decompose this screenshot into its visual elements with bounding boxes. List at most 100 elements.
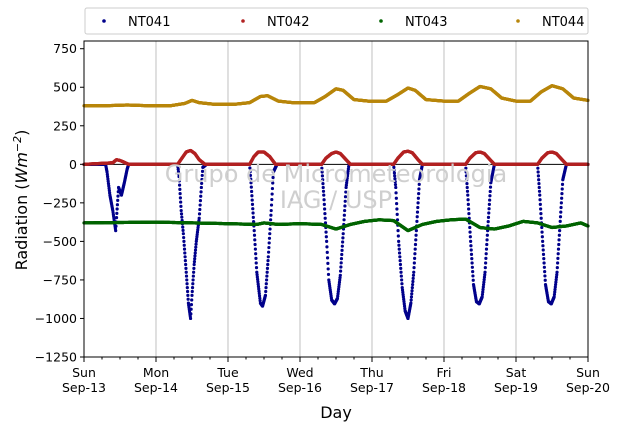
data-point bbox=[270, 192, 274, 196]
data-point bbox=[249, 181, 253, 185]
data-point bbox=[341, 232, 345, 236]
data-point bbox=[341, 240, 345, 244]
data-point bbox=[541, 244, 545, 248]
data-point bbox=[466, 193, 470, 197]
data-point bbox=[555, 266, 559, 270]
data-point bbox=[393, 177, 397, 181]
data-point bbox=[399, 274, 403, 278]
data-point bbox=[536, 170, 540, 174]
data-point bbox=[537, 178, 541, 182]
data-point bbox=[464, 170, 468, 174]
data-point bbox=[412, 266, 416, 270]
data-point bbox=[193, 257, 197, 261]
data-point bbox=[264, 282, 268, 286]
data-point bbox=[115, 211, 119, 215]
data-point bbox=[264, 286, 268, 290]
data-point bbox=[557, 233, 561, 237]
data-point bbox=[413, 242, 418, 247]
legend-label-NT042: NT042 bbox=[267, 15, 309, 30]
data-point bbox=[326, 261, 330, 266]
data-point bbox=[469, 244, 473, 248]
data-point bbox=[199, 190, 203, 194]
data-point bbox=[177, 183, 182, 187]
data-point bbox=[543, 278, 547, 282]
data-point bbox=[468, 230, 472, 234]
legend-marker-NT044 bbox=[516, 19, 520, 23]
data-point bbox=[486, 215, 491, 219]
data-point bbox=[177, 175, 181, 179]
data-point bbox=[269, 208, 273, 213]
data-point bbox=[253, 238, 257, 242]
legend-marker-NT041 bbox=[102, 19, 106, 23]
data-point bbox=[251, 211, 255, 215]
data-point bbox=[257, 289, 261, 293]
data-point bbox=[323, 207, 327, 211]
data-point bbox=[482, 278, 486, 282]
data-point bbox=[466, 198, 470, 202]
data-point bbox=[339, 261, 343, 265]
data-point bbox=[481, 290, 485, 294]
data-point bbox=[341, 236, 345, 240]
data-point bbox=[323, 221, 328, 225]
data-point bbox=[250, 194, 254, 198]
data-point bbox=[180, 215, 184, 219]
data-point bbox=[271, 175, 275, 180]
data-point bbox=[481, 287, 485, 292]
data-point bbox=[200, 169, 205, 174]
data-point bbox=[543, 270, 547, 274]
data-point bbox=[270, 197, 274, 202]
data-point bbox=[542, 261, 546, 265]
data-point bbox=[321, 178, 325, 182]
data-point bbox=[484, 252, 488, 256]
data-point bbox=[197, 212, 202, 216]
data-point bbox=[250, 202, 255, 206]
data-point bbox=[181, 228, 185, 232]
data-point bbox=[322, 198, 326, 202]
data-point bbox=[190, 289, 194, 294]
legend: NT041 NT042 NT043 NT044 bbox=[84, 7, 589, 35]
data-point bbox=[417, 182, 421, 186]
data-point bbox=[465, 189, 470, 193]
data-point bbox=[255, 275, 259, 279]
data-point bbox=[342, 213, 346, 217]
data-point bbox=[339, 265, 343, 269]
data-point bbox=[392, 165, 396, 169]
data-point bbox=[185, 278, 189, 282]
data-point bbox=[186, 297, 190, 301]
data-point bbox=[470, 265, 474, 269]
data-point bbox=[200, 173, 204, 178]
data-point bbox=[190, 286, 195, 290]
data-point bbox=[252, 220, 256, 224]
data-point bbox=[324, 230, 328, 234]
data-point bbox=[409, 295, 414, 299]
data-point bbox=[536, 174, 541, 178]
data-point bbox=[485, 238, 489, 242]
data-point bbox=[182, 243, 186, 247]
data-point bbox=[343, 204, 347, 208]
data-point bbox=[256, 277, 260, 281]
data-point bbox=[249, 185, 253, 189]
data-point bbox=[325, 250, 329, 254]
data-point bbox=[326, 267, 330, 271]
data-point bbox=[487, 207, 491, 211]
data-point bbox=[184, 266, 188, 270]
data-point bbox=[485, 233, 489, 237]
data-point bbox=[248, 170, 252, 174]
data-point bbox=[256, 280, 260, 284]
legend-label-NT043: NT043 bbox=[405, 15, 447, 30]
data-point bbox=[254, 261, 258, 265]
data-point bbox=[269, 218, 273, 222]
data-point bbox=[323, 212, 327, 216]
data-point bbox=[397, 247, 401, 251]
data-point bbox=[541, 252, 546, 256]
data-point bbox=[254, 256, 258, 260]
data-point bbox=[178, 192, 182, 196]
data-point bbox=[325, 256, 330, 260]
data-point bbox=[343, 208, 347, 213]
data-point bbox=[182, 247, 187, 251]
data-point bbox=[263, 293, 268, 297]
data-point bbox=[556, 256, 560, 260]
data-point bbox=[403, 306, 407, 311]
data-point bbox=[265, 266, 270, 270]
data-point bbox=[322, 202, 326, 206]
